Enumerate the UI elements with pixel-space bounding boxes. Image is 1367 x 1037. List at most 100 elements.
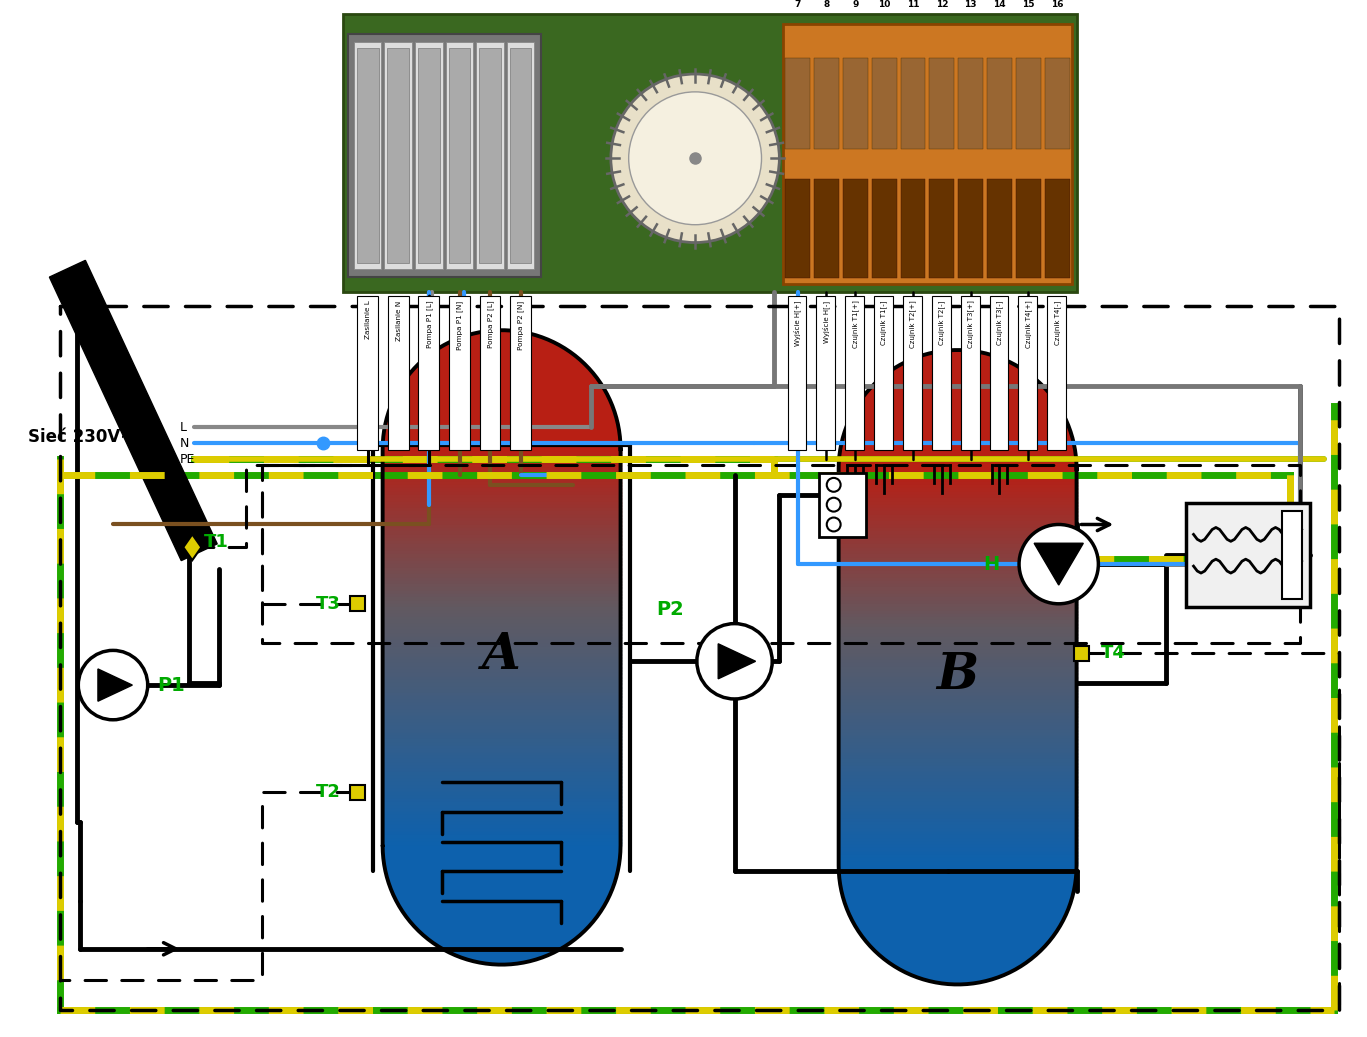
Bar <box>872 179 897 278</box>
Bar <box>838 723 1077 727</box>
Bar <box>383 769 621 774</box>
Bar <box>418 48 440 262</box>
Bar <box>383 756 621 760</box>
Bar <box>838 686 1077 691</box>
Bar <box>383 683 621 688</box>
Bar <box>383 617 621 621</box>
Bar <box>383 581 621 585</box>
Bar <box>383 650 621 654</box>
Bar <box>383 697 621 701</box>
Text: 11: 11 <box>906 0 919 9</box>
Bar <box>383 736 621 740</box>
Bar <box>448 297 470 450</box>
Bar <box>383 634 621 638</box>
Polygon shape <box>838 866 1077 984</box>
Bar <box>838 795 1077 800</box>
Bar <box>838 498 1077 503</box>
Bar <box>838 571 1077 576</box>
Bar <box>838 525 1077 529</box>
Bar <box>785 58 811 148</box>
Bar <box>383 534 621 539</box>
Bar <box>838 700 1077 704</box>
Bar <box>383 762 621 767</box>
Bar <box>787 297 807 450</box>
Bar <box>383 670 621 674</box>
Bar <box>838 555 1077 559</box>
Bar <box>838 611 1077 615</box>
Bar <box>838 835 1077 840</box>
Bar <box>838 729 1077 734</box>
Polygon shape <box>49 260 217 561</box>
Bar <box>383 482 621 486</box>
Bar <box>1044 179 1069 278</box>
Text: T1: T1 <box>204 533 230 552</box>
Bar <box>838 848 1077 852</box>
Bar <box>838 528 1077 532</box>
Bar <box>510 48 532 262</box>
Bar <box>349 34 541 277</box>
Bar <box>838 656 1077 662</box>
Bar <box>383 664 621 668</box>
Bar <box>383 466 621 470</box>
Bar <box>383 812 621 816</box>
Bar <box>838 759 1077 763</box>
Text: Wyjście H[+]: Wyjście H[+] <box>794 301 801 346</box>
Polygon shape <box>183 534 201 560</box>
Bar <box>838 478 1077 482</box>
Bar <box>383 709 621 714</box>
Bar <box>383 798 621 804</box>
Bar <box>383 597 621 601</box>
Bar <box>838 647 1077 651</box>
Bar <box>901 179 925 278</box>
Text: 13: 13 <box>964 0 977 9</box>
Bar <box>990 297 1009 450</box>
Bar <box>383 528 621 532</box>
Bar <box>838 544 1077 549</box>
Bar <box>383 574 621 579</box>
Bar <box>838 564 1077 568</box>
Bar <box>838 756 1077 760</box>
Bar <box>480 297 500 450</box>
Text: Pompa P1 [L]: Pompa P1 [L] <box>427 301 433 348</box>
Bar <box>872 58 897 148</box>
Bar <box>383 531 621 535</box>
Text: Czujnik T2[+]: Czujnik T2[+] <box>909 301 916 348</box>
Bar <box>383 667 621 671</box>
Bar <box>383 522 621 526</box>
Circle shape <box>827 498 841 511</box>
Bar <box>874 297 893 450</box>
Bar <box>383 690 621 694</box>
Bar <box>383 461 621 467</box>
Bar <box>838 495 1077 499</box>
Bar <box>838 713 1077 718</box>
Bar <box>843 58 868 148</box>
Bar <box>838 706 1077 710</box>
Bar <box>838 617 1077 621</box>
Bar <box>383 620 621 624</box>
Bar <box>785 179 811 278</box>
Bar <box>838 750 1077 754</box>
Bar <box>838 769 1077 774</box>
Bar <box>383 508 621 512</box>
Bar <box>446 41 473 269</box>
Bar <box>383 842 621 846</box>
Bar <box>838 608 1077 612</box>
Bar <box>383 766 621 770</box>
Bar <box>1074 646 1089 661</box>
Bar <box>813 58 839 148</box>
Bar <box>838 600 1077 605</box>
Bar <box>383 548 621 552</box>
Bar <box>383 495 621 499</box>
Bar <box>838 845 1077 849</box>
Bar <box>383 541 621 545</box>
Text: Zasilanie N: Zasilanie N <box>395 301 402 341</box>
Bar <box>838 779 1077 783</box>
Polygon shape <box>98 669 133 701</box>
Bar <box>383 829 621 833</box>
Bar <box>350 596 365 611</box>
Text: Sieć 230V~: Sieć 230V~ <box>27 428 134 446</box>
Text: L: L <box>179 421 186 433</box>
Bar <box>838 680 1077 684</box>
Bar <box>383 608 621 612</box>
Text: Czujnik T4[-]: Czujnik T4[-] <box>1054 301 1061 345</box>
